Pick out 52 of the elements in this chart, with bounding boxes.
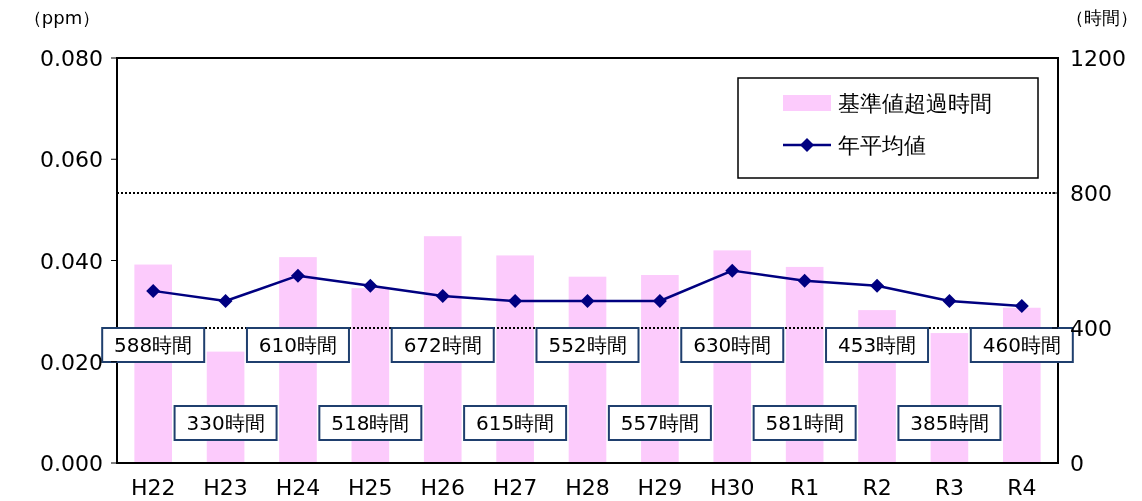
point xyxy=(290,268,305,283)
data-label: 588時間 xyxy=(114,333,193,357)
data-label: 615時間 xyxy=(476,411,555,435)
x-tick-label: H24 xyxy=(275,475,321,500)
y-tick-label: 0.020 xyxy=(40,349,103,375)
data-label: 330時間 xyxy=(186,411,265,435)
data-label: 610時間 xyxy=(258,333,338,357)
y-tick-label: 0.080 xyxy=(40,46,103,71)
x-tick-label: R4 xyxy=(1007,475,1037,500)
x-tick-label: H26 xyxy=(420,475,465,500)
x-tick-label: R3 xyxy=(934,475,965,500)
x-tick-label: H25 xyxy=(348,475,393,500)
x-tick-label: H30 xyxy=(710,475,755,500)
point xyxy=(652,294,667,308)
data-label: 630時間 xyxy=(693,333,772,357)
data-label: 518時間 xyxy=(331,411,410,435)
y-tick-label: 0.000 xyxy=(40,451,103,476)
x-tick-label: H23 xyxy=(203,475,248,500)
data-label: 672時間 xyxy=(403,333,482,357)
data-label: 557時間 xyxy=(620,411,699,435)
point xyxy=(1014,299,1029,314)
data-label: 581時間 xyxy=(765,411,844,435)
data-label: 552時間 xyxy=(548,333,627,357)
y2-tick-label: 1200 xyxy=(1070,46,1126,71)
point xyxy=(797,273,812,288)
data-label: 385時間 xyxy=(910,411,989,435)
point xyxy=(580,294,595,308)
x-tick-label: H22 xyxy=(130,475,176,500)
x-tick-label: R1 xyxy=(790,475,820,500)
point xyxy=(870,278,885,293)
legend-label: 年平均値 xyxy=(838,133,926,158)
x-tick-label: H28 xyxy=(565,475,610,500)
y2-tick-label: 0 xyxy=(1070,451,1084,476)
x-tick-label: R2 xyxy=(862,475,892,500)
point xyxy=(218,294,233,308)
point xyxy=(363,278,378,293)
point xyxy=(435,288,450,303)
y-axis-title: （ppm） xyxy=(23,7,101,28)
data-label: 460時間 xyxy=(982,333,1061,357)
x-tick-label: H29 xyxy=(637,475,683,500)
y2-tick-label: 400 xyxy=(1070,316,1112,341)
legend-label: 基準値超過時間 xyxy=(838,91,992,116)
y2-axis-title: （時間） xyxy=(1066,7,1138,28)
x-tick-label: H27 xyxy=(492,475,538,500)
y-tick-label: 0.060 xyxy=(40,147,103,173)
y-tick-label: 0.040 xyxy=(40,248,103,274)
data-label: 453時間 xyxy=(837,333,917,357)
point xyxy=(146,283,161,298)
point xyxy=(942,294,957,308)
point xyxy=(508,294,523,308)
y2-tick-label: 800 xyxy=(1070,181,1112,206)
point xyxy=(725,263,740,278)
